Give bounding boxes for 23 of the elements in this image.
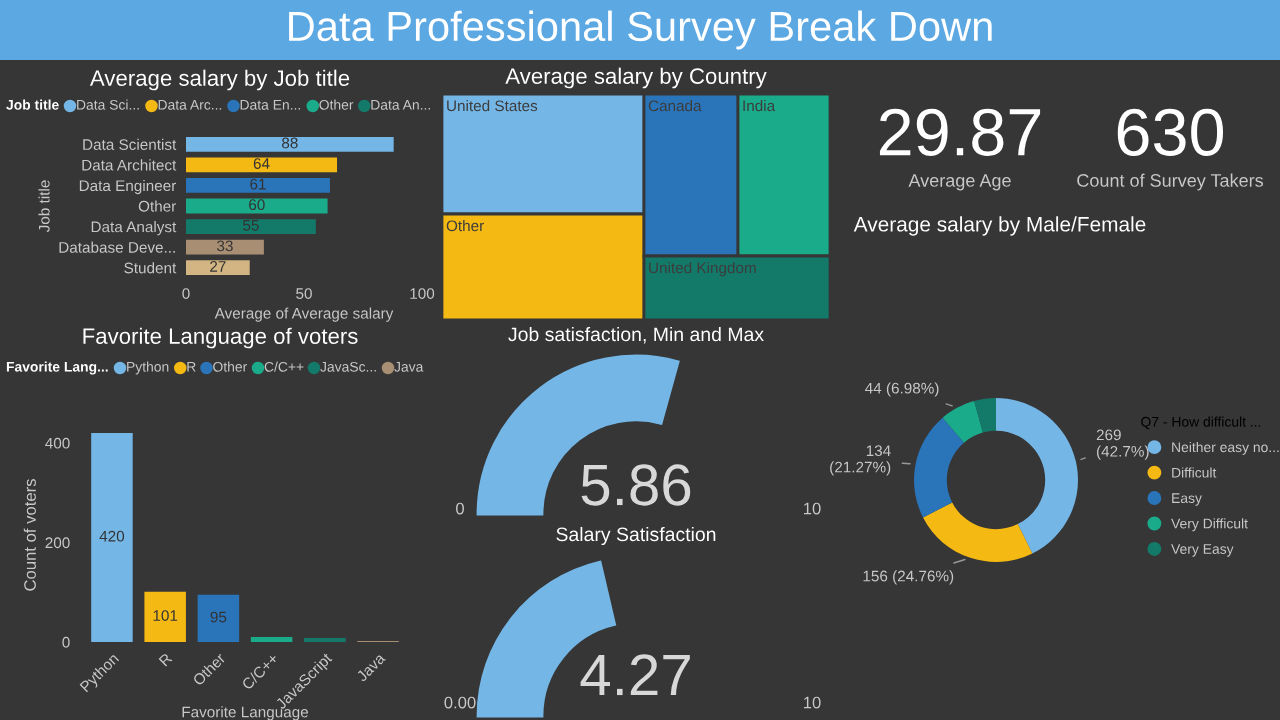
text: 0.00 [444,696,476,709]
donut-slice [923,502,1033,562]
text: Salary Satisfaction [556,526,716,546]
donut-slice [914,417,964,518]
y-axis-title: Count of voters [23,479,36,591]
donut-slice [974,398,996,433]
text: Job satisfaction, Min and Max [508,326,764,344]
text: Data Professional Survey Break Down [289,10,992,50]
data-label: 4.27 [580,654,690,696]
data-label: 29.87 [879,108,1041,156]
chart-title: Average salary by Male/Female [853,216,1146,236]
category-label: Count of Survey Takers [1077,173,1264,191]
data-label: 630 [1117,108,1224,156]
donut-slice [942,400,983,443]
chart-title: Favorite Language of voters [83,327,358,349]
category-label: Average Age [908,174,1011,191]
text: 10 [804,696,821,709]
donut-slice [996,398,1078,554]
text: 10 [804,502,821,515]
chart-title: Average salary by Job title [89,69,350,91]
text: Average salary by Country [505,67,767,89]
text: 0 [456,502,464,515]
data-label: 5.86 [581,464,691,506]
